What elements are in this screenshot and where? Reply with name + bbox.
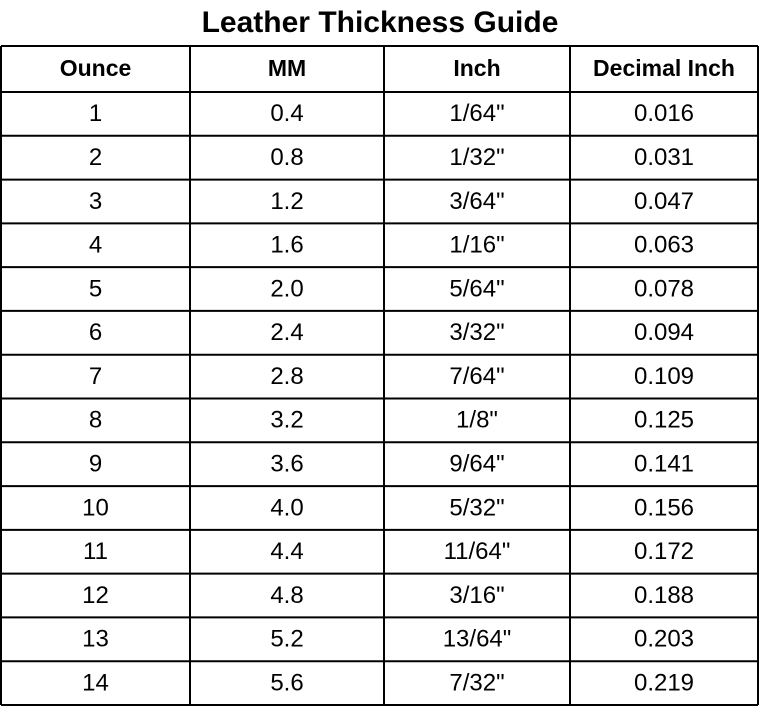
table-cell: 3.6 xyxy=(270,451,303,478)
table-cell: 0.109 xyxy=(634,363,694,390)
table-cell: 0.172 xyxy=(634,538,694,565)
column-header: Inch xyxy=(453,55,500,81)
table-cell: 0.156 xyxy=(634,494,694,521)
table-cell: 14 xyxy=(82,669,109,696)
table-cell: 4.4 xyxy=(270,538,303,565)
table-cell: 1/64" xyxy=(449,100,504,127)
table-cell: 2 xyxy=(89,144,102,171)
table-cell: 5.6 xyxy=(270,669,303,696)
table-cell: 3/64" xyxy=(449,188,504,215)
table-cell: 6 xyxy=(89,319,102,346)
table-cell: 1 xyxy=(89,100,102,127)
table-cell: 7 xyxy=(89,363,102,390)
table-cell: 0.141 xyxy=(634,451,694,478)
table-cell: 1/32" xyxy=(449,144,504,171)
table-cell: 5.2 xyxy=(270,626,303,653)
table-cell: 1/16" xyxy=(449,232,504,259)
table-cell: 4.0 xyxy=(270,494,303,521)
table-cell: 0.078 xyxy=(634,275,694,302)
table-cell: 12 xyxy=(82,582,109,609)
column-header: MM xyxy=(268,55,306,81)
table-cell: 11 xyxy=(83,538,108,565)
table-cell: 1/8" xyxy=(456,407,498,434)
table-cell: 7/64" xyxy=(449,363,504,390)
table-cell: 4 xyxy=(89,232,102,259)
table-cell: 1.6 xyxy=(270,232,303,259)
table-title: Leather Thickness Guide xyxy=(202,6,559,39)
table-cell: 13/64" xyxy=(443,626,512,653)
table-cell: 3.2 xyxy=(270,407,303,434)
table-cell: 0.188 xyxy=(634,582,694,609)
table-cell: 3 xyxy=(89,188,102,215)
table-cell: 2.4 xyxy=(270,319,303,346)
table-cell: 0.047 xyxy=(634,188,694,215)
table-cell: 0.8 xyxy=(270,144,303,171)
table-cell: 5 xyxy=(89,275,102,302)
table-cell: 0.094 xyxy=(634,319,694,346)
table-cell: 0.219 xyxy=(634,669,694,696)
table-cell: 11/64" xyxy=(444,538,511,565)
table-cell: 7/32" xyxy=(449,669,504,696)
table-cell: 0.203 xyxy=(634,626,694,653)
table-cell: 1.2 xyxy=(270,188,303,215)
table-cell: 0.125 xyxy=(634,407,694,434)
table-cell: 0.4 xyxy=(270,100,303,127)
table-cell: 13 xyxy=(82,626,109,653)
table-cell: 0.063 xyxy=(634,232,694,259)
table-cell: 3/32" xyxy=(449,319,504,346)
table-cell: 2.0 xyxy=(270,275,303,302)
table-cell: 3/16" xyxy=(449,582,504,609)
column-header: Decimal Inch xyxy=(593,55,735,81)
table-cell: 2.8 xyxy=(270,363,303,390)
table-cell: 5/32" xyxy=(449,494,504,521)
table-cell: 10 xyxy=(82,494,109,521)
table-cell: 9/64" xyxy=(449,451,504,478)
table-cell: 0.031 xyxy=(634,144,694,171)
table-cell: 8 xyxy=(89,407,102,434)
column-header: Ounce xyxy=(60,55,132,81)
table-cell: 0.016 xyxy=(634,100,694,127)
table-cell: 9 xyxy=(89,451,102,478)
table-cell: 4.8 xyxy=(270,582,303,609)
table-cell: 5/64" xyxy=(449,275,504,302)
